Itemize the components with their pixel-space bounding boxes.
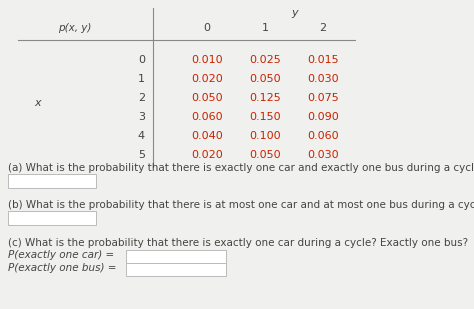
- FancyBboxPatch shape: [126, 263, 226, 276]
- Text: x: x: [35, 98, 41, 108]
- Text: 0.050: 0.050: [249, 150, 281, 160]
- Text: 0.050: 0.050: [191, 93, 223, 103]
- Text: 0.040: 0.040: [191, 131, 223, 141]
- Text: 0.050: 0.050: [249, 74, 281, 84]
- Text: 0.090: 0.090: [307, 112, 339, 122]
- Text: P(exactly one bus) =: P(exactly one bus) =: [8, 263, 117, 273]
- Text: 0.075: 0.075: [307, 93, 339, 103]
- Text: 0.060: 0.060: [191, 112, 223, 122]
- Text: 2: 2: [319, 23, 327, 33]
- Text: (b) What is the probability that there is at most one car and at most one bus du: (b) What is the probability that there i…: [8, 200, 474, 210]
- Text: y: y: [292, 8, 298, 18]
- Text: 5: 5: [138, 150, 145, 160]
- Text: 1: 1: [262, 23, 268, 33]
- Text: 0.030: 0.030: [307, 150, 339, 160]
- Text: 2: 2: [138, 93, 145, 103]
- Text: 0.125: 0.125: [249, 93, 281, 103]
- Text: 0.100: 0.100: [249, 131, 281, 141]
- Text: 0.060: 0.060: [307, 131, 339, 141]
- Text: (c) What is the probability that there is exactly one car during a cycle? Exactl: (c) What is the probability that there i…: [8, 238, 468, 248]
- Text: 0.010: 0.010: [191, 55, 223, 65]
- FancyBboxPatch shape: [8, 174, 96, 188]
- Text: 0.020: 0.020: [191, 74, 223, 84]
- Text: 4: 4: [138, 131, 145, 141]
- Text: (a) What is the probability that there is exactly one car and exactly one bus du: (a) What is the probability that there i…: [8, 163, 474, 173]
- Text: 1: 1: [138, 74, 145, 84]
- Text: P(exactly one car) =: P(exactly one car) =: [8, 250, 114, 260]
- Text: 0: 0: [138, 55, 145, 65]
- Text: 0.025: 0.025: [249, 55, 281, 65]
- Text: 3: 3: [138, 112, 145, 122]
- Text: 0.020: 0.020: [191, 150, 223, 160]
- FancyBboxPatch shape: [126, 250, 226, 263]
- Text: 0.015: 0.015: [307, 55, 339, 65]
- FancyBboxPatch shape: [8, 211, 96, 225]
- Text: 0: 0: [203, 23, 210, 33]
- Text: p(x, y): p(x, y): [58, 23, 91, 33]
- Text: 0.150: 0.150: [249, 112, 281, 122]
- Text: 0.030: 0.030: [307, 74, 339, 84]
